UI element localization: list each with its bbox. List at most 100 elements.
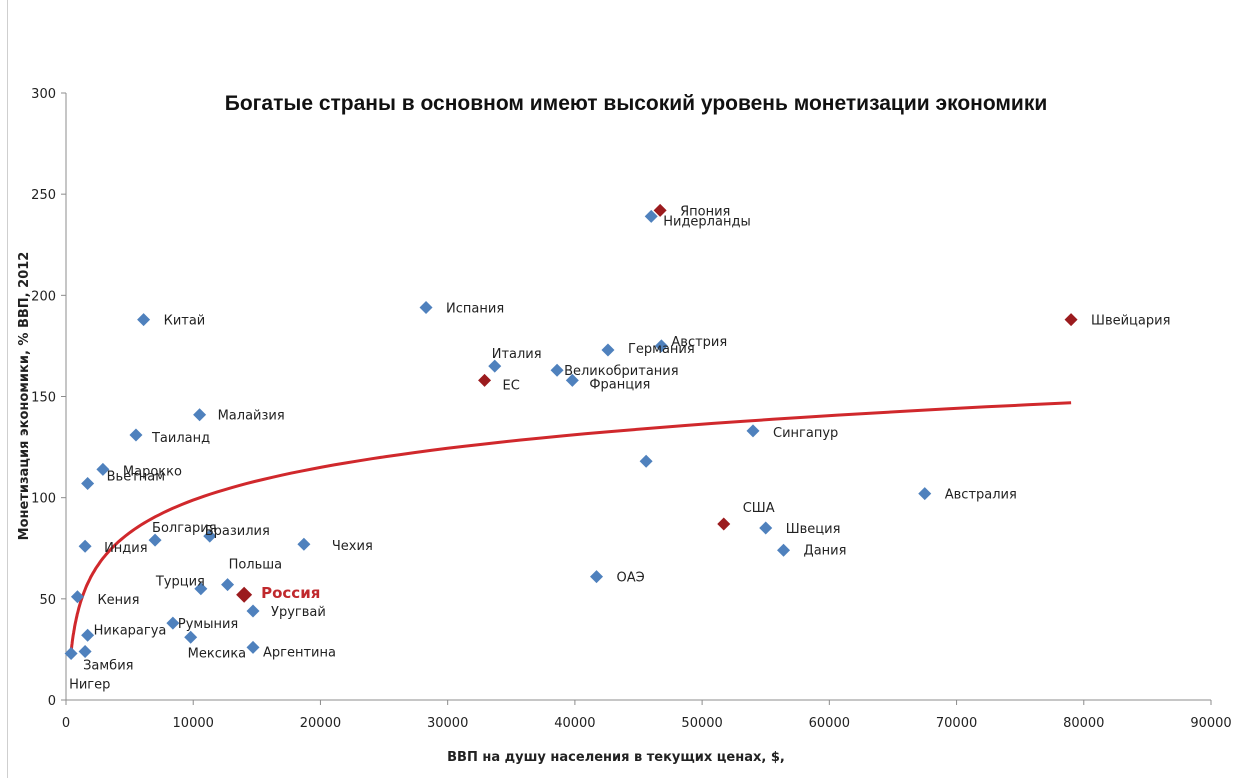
data-point-avstriya — [654, 339, 668, 353]
point-label-avstriya: Австрия — [671, 335, 727, 350]
trendline-group — [69, 401, 1072, 652]
point-label-marokko: Марокко — [123, 464, 182, 479]
chart-title: Богатые страны в основном имеют высокий … — [225, 92, 1048, 115]
data-point-velikobritaniya — [550, 363, 564, 377]
data-point-avstraliya — [918, 487, 932, 501]
point-label-shveytsariya: Швейцария — [1091, 314, 1170, 329]
x-tick-label: 20000 — [300, 716, 341, 731]
point-label-frantsiya: Франция — [589, 377, 650, 392]
data-point-shveytsariya — [1064, 313, 1078, 327]
data-point-es — [478, 373, 492, 387]
data-point-marokko — [96, 462, 110, 476]
point-label-daniya: Дания — [804, 543, 847, 558]
point-label-tailand: Таиланд — [151, 431, 210, 446]
point-label-avstraliya: Австралия — [945, 488, 1017, 503]
data-point-braziliya — [203, 529, 217, 543]
data-point-turtsiya — [194, 582, 208, 596]
point-label-bolgariya: Болгария — [152, 521, 217, 536]
data-point-nikaragua — [81, 628, 95, 642]
data-point-malayziya — [193, 408, 207, 422]
y-tick-label: 200 — [31, 289, 56, 304]
point-label-argentina: Аргентина — [263, 645, 336, 660]
point-label-urugvay: Уругвай — [271, 605, 326, 620]
data-point-daniya — [777, 543, 791, 557]
data-point-ssha — [717, 517, 731, 531]
point-label-zambiya: Замбия — [83, 658, 133, 673]
data-point-indiya — [78, 539, 92, 553]
data-point-germaniya — [601, 343, 615, 357]
data-point-meksika — [184, 630, 198, 644]
point-label-chehiya: Чехия — [332, 539, 373, 554]
point-label-kitay: Китай — [164, 314, 206, 329]
x-tick-label: 90000 — [1190, 716, 1231, 731]
x-tick-label: 70000 — [936, 716, 977, 731]
y-tick-label: 50 — [39, 593, 56, 608]
axes — [61, 92, 1212, 705]
point-label-polsha: Польша — [229, 558, 283, 573]
data-point-rossiya — [236, 586, 253, 603]
point-label-rossiya: Россия — [261, 584, 320, 602]
data-point-vetnam — [81, 477, 95, 491]
y-axis-title: Монетизация экономики, % ВВП, 2012 — [17, 252, 32, 541]
x-tick-label: 0 — [62, 716, 70, 731]
point-label-keniya: Кения — [97, 593, 139, 608]
point-label-es: ЕС — [503, 378, 520, 393]
data-point-rumyniya — [166, 616, 180, 630]
point-label-italiya: Италия — [492, 347, 542, 362]
point-label-yaponiya: Япония — [680, 204, 730, 219]
data-point-oae — [590, 570, 604, 584]
tick-labels: 0 10000 20000 30000 40000 50000 60000 70000 8000… — [31, 87, 1232, 731]
y-tick-label: 0 — [48, 694, 56, 709]
point-label-braziliya: Бразилия — [205, 524, 270, 539]
point-label-ispaniya: Испания — [446, 301, 504, 316]
point-label-vetnam: Вьетнам — [107, 470, 165, 485]
data-point-shvetsiya — [759, 521, 773, 535]
data-point — [639, 454, 653, 468]
data-point-chehiya — [297, 537, 311, 551]
x-tick-label: 60000 — [809, 716, 850, 731]
y-tick-label: 100 — [31, 492, 56, 507]
data-point-niger — [64, 646, 78, 660]
x-tick-label: 50000 — [681, 716, 722, 731]
data-point-ispaniya — [419, 300, 433, 314]
data-point-italiya — [488, 359, 502, 373]
x-tick-label: 10000 — [173, 716, 214, 731]
data-point-yaponiya — [653, 203, 667, 217]
y-tick-label: 150 — [31, 391, 56, 406]
left-border-line — [7, 0, 8, 778]
y-tick-label: 250 — [31, 188, 56, 203]
point-label-niger: Нигер — [69, 677, 110, 692]
data-point-zambiya — [78, 644, 92, 658]
trendline — [69, 401, 1072, 652]
data-point-kitay — [137, 313, 151, 327]
data-point-niderlandy — [644, 209, 658, 223]
x-tick-label: 80000 — [1063, 716, 1104, 731]
data-point-argentina — [246, 640, 260, 654]
point-label-ssha: США — [743, 501, 775, 516]
point-label-meksika: Мексика — [188, 646, 246, 661]
point-label-shvetsiya: Швеция — [786, 522, 841, 537]
point-label-nikaragua: Никарагуа — [94, 623, 167, 638]
point-label-germaniya: Германия — [628, 342, 695, 357]
point-label-velikobritaniya: Великобритания — [564, 364, 679, 379]
data-point-polsha — [221, 578, 235, 592]
point-label-niderlandy: Нидерланды — [663, 214, 751, 229]
y-tick-label: 300 — [31, 87, 56, 102]
data-point-urugvay — [246, 604, 260, 618]
point-label-malayziya: Малайзия — [218, 409, 285, 424]
data-point-tailand — [129, 428, 143, 442]
point-label-oae: ОАЭ — [617, 571, 645, 586]
data-points — [64, 203, 1078, 660]
x-axis-title: ВВП на душу населения в текущих ценах, $… — [447, 750, 785, 765]
point-label-rumyniya: Румыния — [178, 617, 238, 632]
data-point-bolgariya — [148, 533, 162, 547]
point-label-indiya: Индия — [104, 541, 147, 556]
x-tick-label: 30000 — [427, 716, 468, 731]
point-label-turtsiya: Турция — [155, 575, 205, 590]
data-point-keniya — [70, 590, 84, 604]
x-tick-label: 40000 — [554, 716, 595, 731]
point-label-singapur: Сингапур — [773, 426, 838, 441]
